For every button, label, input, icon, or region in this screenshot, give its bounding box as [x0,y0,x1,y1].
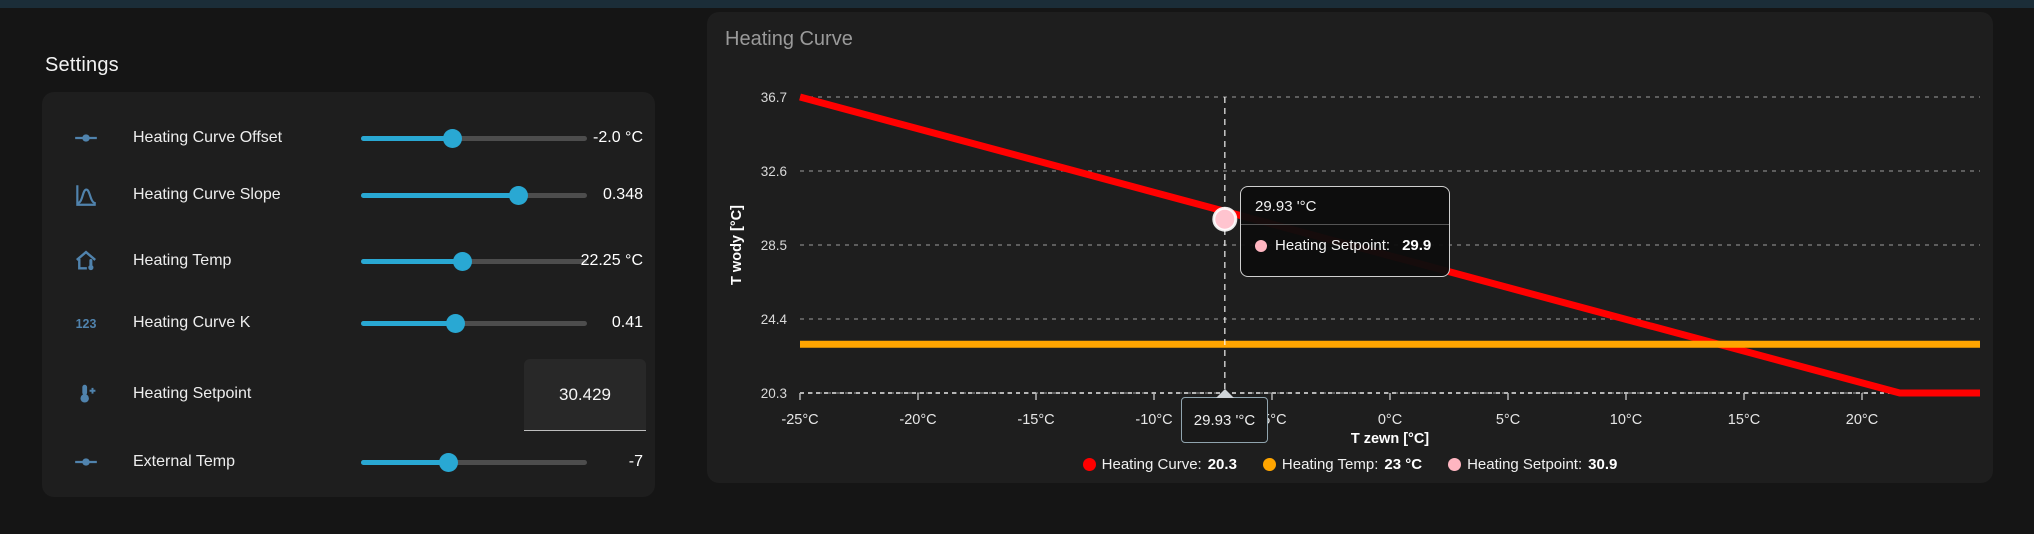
top-bar [0,0,2034,8]
setting-value: 0.348 [602,186,643,204]
home-thermometer-icon [73,248,99,274]
slider-fill [361,136,453,141]
legend-label: Heating Curve: [1101,456,1202,473]
setting-value: 22.25 °C [580,252,643,270]
svg-text:-20°C: -20°C [899,412,936,428]
svg-text:123: 123 [76,317,97,331]
ray-vertex-icon [73,125,99,151]
slider-fill [361,321,456,326]
svg-text:28.5: 28.5 [761,238,787,253]
chart-tooltip-value: 29.9 [1402,237,1432,254]
setting-row-external-temp: External Temp -7 [42,440,655,484]
svg-text:20.3: 20.3 [761,386,787,401]
slider-fill [361,193,519,198]
setting-row-heating-curve-slope: Heating Curve Slope 0.348 [42,173,655,217]
legend-value: 30.9 [1588,456,1618,473]
heating-curve-card: Heating Curve 36.7 32.6 28.5 24.4 20.3 -25°C -… [707,12,1993,483]
heating-setpoint-legend-dot-icon [1448,458,1462,471]
legend-label: Heating Setpoint: [1467,456,1583,473]
slider-track[interactable] [361,259,587,264]
heating-curve-chart[interactable]: 36.7 32.6 28.5 24.4 20.3 -25°C -20°C -15°C -10°C… [707,12,1993,483]
setting-label: Heating Curve K [133,314,251,331]
setting-row-heating-curve-k: 123 Heating Curve K 0.41 [42,301,655,345]
legend-item-heating-temp[interactable]: Heating Temp: 23 °C [1262,456,1423,473]
heating-curve-k-slider[interactable] [361,313,587,333]
setting-label: Heating Curve Offset [133,129,283,146]
legend-value: 23 °C [1384,456,1423,473]
external-temp-slider[interactable] [361,452,587,472]
chart-title: Heating Curve [725,28,853,50]
slider-handle[interactable] [438,453,458,472]
numeric-123-icon: 123 [73,310,99,336]
chart-bell-curve-icon [73,182,99,208]
svg-text:20°C: 20°C [1846,412,1878,428]
chart-tooltip: 29.93 '°C Heating Setpoint: 29.9 [1240,186,1450,277]
xaxis-tooltip-pointer-icon [1215,389,1234,398]
setting-value: 0.41 [611,314,643,332]
svg-text:15°C: 15°C [1728,412,1760,428]
legend-label: Heating Temp: [1281,456,1379,473]
slider-handle[interactable] [446,314,466,333]
slider-handle[interactable] [453,252,473,271]
chart-tooltip-label: Heating Setpoint: [1275,237,1391,254]
heating-setpoint-input[interactable] [524,359,646,431]
svg-text:10°C: 10°C [1610,412,1642,428]
slider-track[interactable] [361,321,587,326]
setting-value: -7 [628,453,643,471]
setting-label: External Temp [133,453,235,470]
setting-row-heating-curve-offset: Heating Curve Offset -2.0 °C [42,116,655,160]
svg-text:T zewn [°C]: T zewn [°C] [1351,431,1429,447]
chart-tooltip-title: 29.93 '°C [1241,187,1449,225]
svg-text:-25°C: -25°C [781,412,818,428]
setting-row-heating-temp: Heating Temp 22.25 °C [42,239,655,283]
svg-text:36.7: 36.7 [761,90,787,105]
svg-text:-10°C: -10°C [1135,412,1172,428]
setting-value: -2.0 °C [593,129,643,147]
svg-text:5°C: 5°C [1496,412,1520,428]
svg-text:32.6: 32.6 [761,164,787,179]
chart-legend: Heating Curve: 20.3 Heating Temp: 23 °C … [707,456,1993,473]
slider-handle[interactable] [443,129,463,148]
svg-text:-15°C: -15°C [1017,412,1054,428]
setting-label: Heating Temp [133,252,232,269]
xaxis-tooltip: 29.93 '°C [1181,389,1268,443]
heating-temp-legend-dot-icon [1262,458,1276,471]
settings-card: Heating Curve Offset -2.0 °C Heating Cur… [42,92,655,497]
legend-item-heating-curve[interactable]: Heating Curve: 20.3 [1082,456,1237,473]
setting-label: Heating Setpoint [133,385,252,402]
slider-fill [361,259,463,264]
thermometer-plus-icon [73,381,99,407]
setting-row-heating-setpoint: Heating Setpoint [42,372,655,416]
svg-text:T wody [°C]: T wody [°C] [729,205,745,285]
slider-track[interactable] [361,460,587,465]
legend-value: 20.3 [1207,456,1237,473]
slider-fill [361,460,448,465]
settings-section-title: Settings [45,54,119,76]
legend-item-heating-setpoint[interactable]: Heating Setpoint: 30.9 [1448,456,1617,473]
heating-temp-slider[interactable] [361,251,587,271]
svg-text:0°C: 0°C [1378,412,1402,428]
ray-vertex-icon [73,449,99,475]
slider-handle[interactable] [509,186,529,205]
heating-curve-legend-dot-icon [1082,458,1096,471]
heating-curve-slope-slider[interactable] [361,185,587,205]
xaxis-tooltip-value: 29.93 '°C [1193,411,1256,429]
setting-label: Heating Curve Slope [133,186,281,203]
setpoint-marker-icon [1255,239,1267,252]
svg-text:24.4: 24.4 [761,312,788,327]
slider-track[interactable] [361,136,587,141]
heating-curve-offset-slider[interactable] [361,128,587,148]
